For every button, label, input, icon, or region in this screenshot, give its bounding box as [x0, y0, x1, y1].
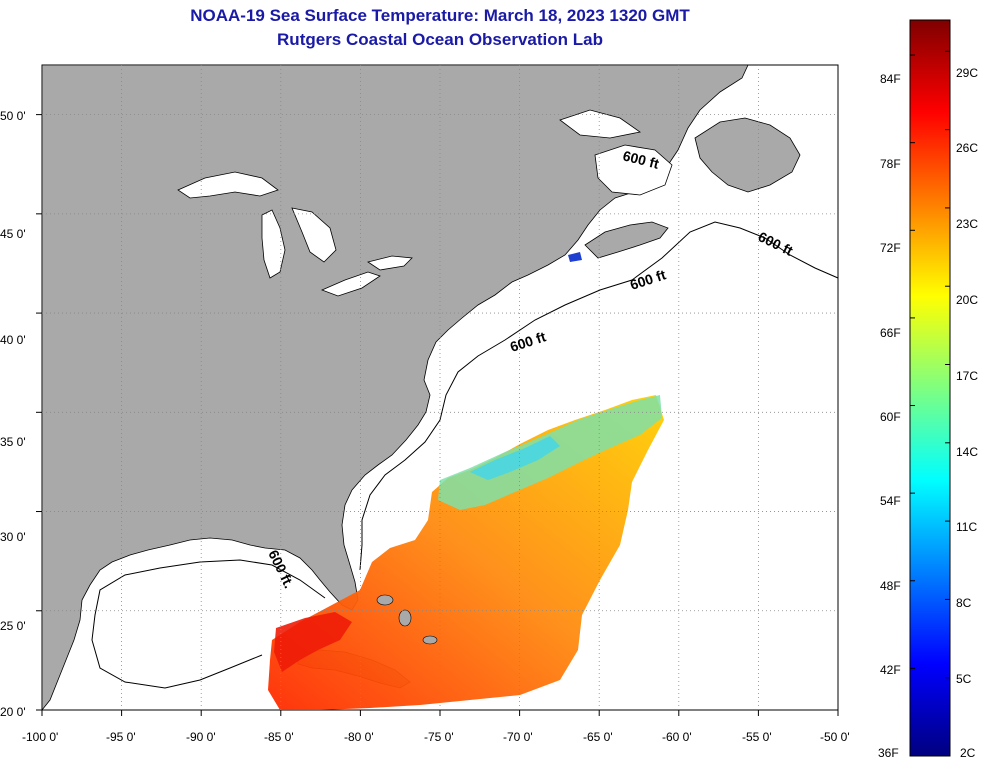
- x-tick-label: -50 0': [820, 730, 850, 744]
- contour-atlantic-shelf: [359, 221, 839, 571]
- land-nova-scotia: [584, 221, 669, 259]
- colorbar-f-label: 36F: [878, 746, 899, 760]
- colorbar-c-label: 23C: [956, 217, 979, 231]
- colorbar-c-label: 11C: [956, 520, 978, 534]
- x-tick-label: -55 0': [742, 730, 772, 744]
- x-tick-label: -90 0': [186, 730, 216, 744]
- lake-ontario: [367, 255, 413, 271]
- colorbar-c-label: 29C: [956, 66, 979, 80]
- y-tick-label: 30 0': [0, 530, 26, 544]
- y-tick-label: 20 0': [0, 705, 26, 719]
- sst-cool-band: [438, 395, 662, 510]
- map-subtitle: Rutgers Coastal Ocean Observation Lab: [277, 30, 603, 49]
- sst-warm-region: [268, 395, 664, 710]
- y-tick-label: 50 0': [0, 109, 26, 123]
- lake-erie: [320, 271, 381, 297]
- land-bahamas-1: [376, 594, 394, 606]
- sst-blue-spot: [568, 252, 582, 262]
- x-tick-label: -100 0': [22, 730, 59, 744]
- x-tick-label: -70 0': [503, 730, 533, 744]
- land-north-america: [41, 64, 749, 712]
- y-tick-label: 45 0': [0, 227, 26, 241]
- colorbar-f-label: 78F: [880, 157, 901, 171]
- colorbar-gradient: [909, 19, 951, 757]
- colorbar-c-label: 8C: [956, 596, 972, 610]
- colorbar-f-label: 84F: [880, 72, 901, 86]
- lake-michigan: [261, 209, 286, 279]
- colorbar-f-label: 42F: [880, 663, 901, 677]
- colorbar-f-label: 54F: [880, 494, 901, 508]
- gulf-of-st-lawrence: [594, 144, 673, 196]
- x-tick-label: -65 0': [583, 730, 613, 744]
- y-tick-label: 25 0': [0, 619, 26, 633]
- x-tick-label: -85 0': [264, 730, 294, 744]
- lake-huron: [291, 207, 337, 263]
- contour-gulf-of-mexico: [91, 559, 326, 689]
- colorbar-c-label: 20C: [956, 293, 979, 307]
- x-tick-label: -60 0': [662, 730, 692, 744]
- colorbar-c-label: 5C: [956, 672, 972, 686]
- land-newfoundland: [694, 117, 801, 193]
- colorbar-c-label: 14C: [956, 445, 979, 459]
- colorbar-c-label: 2C: [960, 746, 976, 760]
- y-tick-label: 40 0': [0, 333, 26, 347]
- y-tick-label: 35 0': [0, 435, 26, 449]
- hudson-bay-inlet: [559, 109, 641, 139]
- colorbar-c-label: 26C: [956, 141, 979, 155]
- colorbar-f-label: 60F: [880, 410, 901, 424]
- colorbar-f-label: 66F: [880, 326, 901, 340]
- x-tick-label: -80 0': [344, 730, 374, 744]
- sst-cyan-patch: [470, 436, 560, 480]
- colorbar-c-label: 17C: [956, 369, 979, 383]
- colorbar-f-label: 48F: [880, 579, 901, 593]
- sst-hot-core: [274, 612, 352, 672]
- x-tick-label: -75 0': [424, 730, 454, 744]
- x-tick-label: -95 0': [106, 730, 136, 744]
- colorbar-f-label: 72F: [880, 241, 901, 255]
- lake-superior: [177, 171, 279, 199]
- map-title: NOAA-19 Sea Surface Temperature: March 1…: [190, 6, 690, 25]
- land-bahamas-2: [398, 609, 412, 627]
- land-bahamas-3: [422, 635, 438, 645]
